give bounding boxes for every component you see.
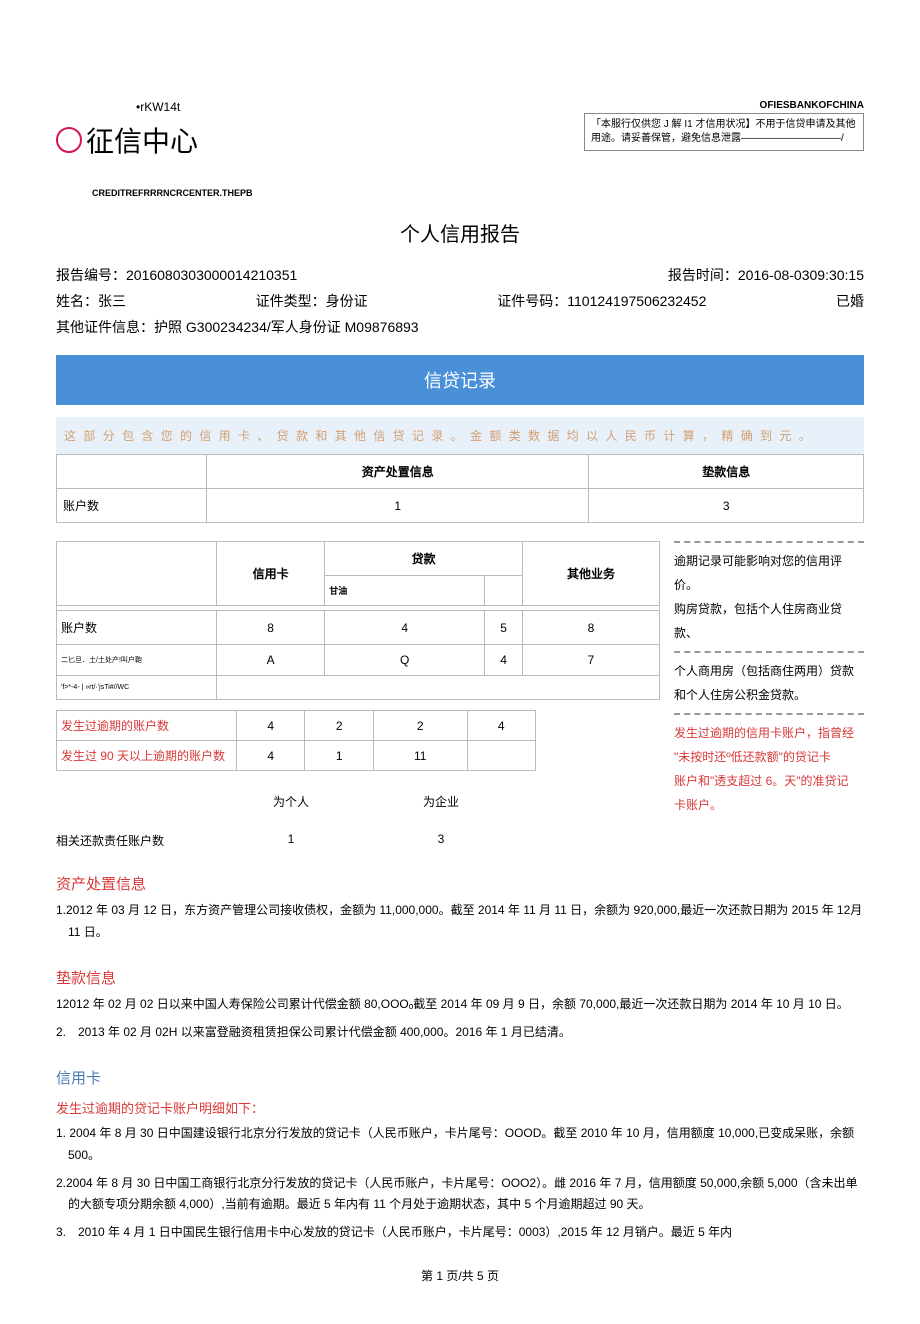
row-garble2: 'f>*-4- | »rt/·'jsTi#//WC — [57, 676, 217, 700]
logo-circle-icon — [56, 127, 82, 153]
row-overdue90: 发生过 90 天以上逾期的账户数 — [57, 741, 237, 771]
page: •rKW14t 征信中心 CREDITREFRRRNCRCENTER.THEPB… — [0, 0, 920, 1324]
cc-p1: 1. 2004 年 8 月 30 日中国建设银行北京分行发放的贷记卡（人民币账户… — [68, 1123, 864, 1166]
id-type-field: 证件类型：身份证 — [256, 291, 368, 311]
cc-p3: 3. 2010 年 4 月 1 日中国民生银行信用卡中心发放的贷记卡（人民币账户… — [68, 1222, 864, 1244]
side-note-4c: 账户和"透支超过 6。天"的准贷记 — [674, 769, 864, 793]
side-note-4b: "未按时还º低还款额"的贷记卡 — [674, 745, 864, 769]
header-code: •rKW14t — [136, 100, 584, 114]
guarantee-data: 相关还款责任账户数 1 3 — [56, 832, 660, 849]
credit-summary-table: 信用卡 贷款 其他业务 甘油 账户数 8 4 5 8 二匕旦．土/土处产!叫户鞄… — [56, 541, 660, 700]
side-note-3: 个人商用房（包括商住两用）贷款和个人住房公积金贷款。 — [674, 659, 864, 707]
identity-row: 姓名：张三 证件类型：身份证 证件号码：110124197506232452 已… — [56, 291, 864, 311]
col-personal: 为个人 — [216, 793, 366, 810]
side-note-4a: 发生过逾期的信用卡账户，指曾经 — [674, 721, 864, 745]
report-number-row: 报告编号：2016080303000014210351 报告时间：2016-08… — [56, 265, 864, 285]
row-acct-label: 账户数 — [57, 489, 207, 523]
asset-p1: 1.2012 年 03 月 12 日，东方资产管理公司接收债权，金额为 11,0… — [68, 900, 864, 943]
row-garble: 二匕旦．土/土处产!叫户鞄 — [57, 645, 217, 676]
header: •rKW14t 征信中心 CREDITREFRRRNCRCENTER.THEPB… — [56, 100, 864, 198]
cc-p2: 2.2004 年 8 月 30 日中国工商银行北京分行发放的贷记卡（人民币账户，… — [68, 1173, 864, 1216]
guarantee-label: 相关还款责任账户数 — [56, 832, 216, 849]
header-left: •rKW14t 征信中心 CREDITREFRRRNCRCENTER.THEPB — [56, 100, 584, 198]
asset-advance-table: 资产处置信息垫款信息 账户数13 — [56, 454, 864, 523]
notice-box: 「本服行仅供您 J 解 I1 才信用状况】不用于信贷申请及其他用途。请妥善保管，… — [584, 113, 864, 151]
col-sub: 甘油 — [325, 576, 485, 606]
asset-count: 1 — [207, 489, 589, 523]
header-right: OFIESBANKOFCHINA 「本服行仅供您 J 解 I1 才信用状况】不用… — [584, 100, 864, 151]
page-number: 第 1 页/共 5 页 — [56, 1267, 864, 1284]
main-content-row: 信用卡 贷款 其他业务 甘油 账户数 8 4 5 8 二匕旦．土/土处产!叫户鞄… — [56, 541, 864, 849]
guarantee-header: 为个人 为企业 — [56, 793, 660, 810]
advance-p1: 12012 年 02 月 02 日以来中国人寿保险公司累计代偿金额 80,OOO… — [68, 994, 864, 1016]
credit-record-banner: 信贷记录 — [56, 355, 864, 405]
dash-separator — [674, 651, 864, 653]
row-acct: 账户数 — [57, 611, 217, 645]
col-loan: 贷款 — [325, 542, 523, 576]
report-number: 报告编号：2016080303000014210351 — [56, 265, 297, 285]
name-field: 姓名：张三 — [56, 291, 126, 311]
asset-title: 资产处置信息 — [56, 873, 864, 894]
side-notes: 逾期记录可能影响对您的信用评价。 购房贷款，包括个人住房商业贷款、 个人商用房（… — [674, 541, 864, 817]
col-other: 其他业务 — [522, 542, 659, 606]
col-advance: 垫款信息 — [589, 455, 864, 489]
col-enterprise: 为企业 — [366, 793, 516, 810]
side-note-2: 购房贷款，包括个人住房商业贷款、 — [674, 597, 864, 645]
advance-p2: 2. 2013 年 02 月 02H 以来富登融资租赁担保公司累计代偿金额 40… — [68, 1022, 864, 1044]
marital-status: 已婚 — [836, 291, 864, 311]
other-id-row: 其他证件信息：护照 G300234234/军人身份证 M09876893 — [56, 317, 864, 337]
logo: 征信中心 — [56, 120, 584, 160]
report-time: 报告时间：2016-08-0309:30:15 — [668, 265, 864, 285]
id-no-field: 证件号码：110124197506232452 — [497, 291, 706, 311]
bank-name: OFIESBANKOFCHINA — [584, 100, 864, 111]
side-note-4d: 卡账户。 — [674, 793, 864, 817]
row-overdue: 发生过逾期的账户数 — [57, 711, 237, 741]
credit-record-note: 这 部 分 包 含 您 的 信 用 卡 、 贷 款 和 其 他 信 贷 记 录 … — [56, 417, 864, 454]
report-title: 个人信用报告 — [56, 218, 864, 247]
advance-count: 3 — [589, 489, 864, 523]
overdue-table: 发生过逾期的账户数 4 2 2 4 发生过 90 天以上逾期的账户数 4 1 1… — [56, 710, 536, 771]
creditcard-title: 信用卡 — [56, 1067, 864, 1088]
creditcard-subtitle: 发生过逾期的贷记卡账户明细如下： — [56, 1098, 864, 1117]
side-note-1: 逾期记录可能影响对您的信用评价。 — [674, 549, 864, 597]
col-creditcard: 信用卡 — [217, 542, 325, 606]
col-asset: 资产处置信息 — [207, 455, 589, 489]
content-main: 信用卡 贷款 其他业务 甘油 账户数 8 4 5 8 二匕旦．土/土处产!叫户鞄… — [56, 541, 660, 849]
dash-separator — [674, 713, 864, 715]
logo-subtext: CREDITREFRRRNCRCENTER.THEPB — [92, 188, 584, 198]
logo-text: 征信中心 — [86, 120, 198, 160]
advance-title: 垫款信息 — [56, 967, 864, 988]
